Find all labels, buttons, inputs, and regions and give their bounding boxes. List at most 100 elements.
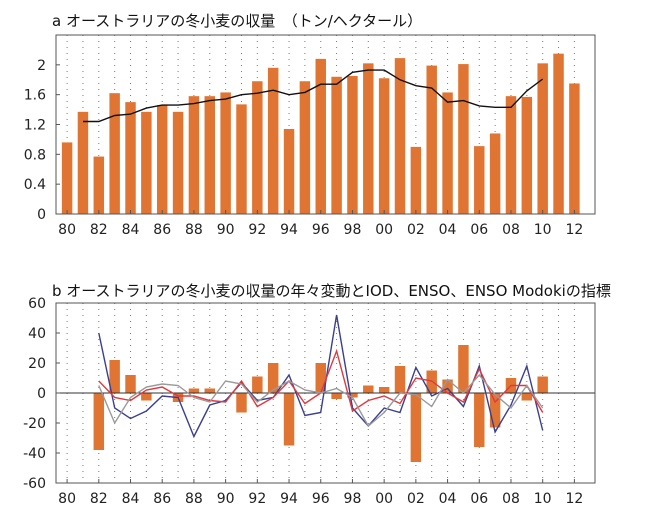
- b-xtick-label: 00: [375, 491, 393, 507]
- b-ytick-label: 40: [28, 326, 46, 342]
- b-bar: [267, 363, 279, 393]
- b-xtick-label: 10: [534, 491, 552, 507]
- b-xtick-label: 06: [470, 491, 488, 507]
- b-bar: [378, 387, 390, 393]
- a-xtick-label: 82: [90, 222, 108, 238]
- b-bar: [204, 388, 216, 393]
- a-bar: [331, 76, 342, 215]
- b-xtick-label: 08: [502, 491, 520, 507]
- a-bar: [378, 78, 390, 214]
- a-bar: [442, 92, 453, 214]
- a-ytick-label: 0.4: [24, 177, 46, 193]
- b-bar: [141, 393, 152, 401]
- b-bar: [458, 345, 469, 393]
- b-bar: [109, 360, 120, 393]
- b-xtick-label: 94: [280, 491, 298, 507]
- b-bar: [521, 393, 533, 401]
- a-xtick-label: 86: [153, 222, 171, 238]
- b-bar: [188, 388, 200, 393]
- b-bar: [442, 379, 453, 393]
- a-bar: [236, 104, 247, 214]
- a-ytick-label: 1.6: [24, 88, 46, 104]
- a-xtick-label: 84: [122, 222, 140, 238]
- a-xtick-label: 88: [185, 222, 203, 238]
- b-bar: [489, 393, 501, 428]
- a-bar: [220, 92, 231, 214]
- a-xtick-label: 06: [470, 222, 488, 238]
- b-bar: [315, 363, 326, 393]
- panel-a-chart: 0 0.4 0.8 1.2 1.6 2 80 82 84 86 88 90 92 94 96 98 00 02 04…: [24, 34, 596, 238]
- b-ytick-label: -60: [23, 476, 46, 492]
- a-bar: [505, 96, 517, 214]
- a-bar: [537, 63, 548, 214]
- a-ytick-label: 1.2: [24, 118, 46, 134]
- panel-b-chart: 60 40 20 0 -20 -40 -60 80 82 84 86 88 90 92 94 96 98 00 02…: [23, 296, 596, 507]
- b-bar: [537, 376, 548, 393]
- a-bar: [489, 133, 501, 214]
- a-bar: [204, 96, 216, 214]
- a-xtick-label: 96: [312, 222, 330, 238]
- b-xtick-label: 88: [185, 491, 203, 507]
- a-bar: [521, 96, 533, 214]
- a-xtick-label: 02: [407, 222, 425, 238]
- a-ytick-label: 0: [37, 207, 46, 223]
- b-bar: [125, 375, 136, 393]
- a-bar: [394, 58, 406, 214]
- a-xtick-label: 90: [217, 222, 235, 238]
- a-bar: [569, 83, 580, 215]
- a-ytick-label: 0.8: [24, 147, 46, 163]
- a-bar: [347, 76, 358, 214]
- b-xtick-label: 12: [565, 491, 583, 507]
- a-xtick-label: 92: [248, 222, 266, 238]
- b-bar: [363, 385, 374, 393]
- a-bar: [252, 81, 263, 214]
- a-xtick-label: 80: [58, 222, 76, 238]
- b-ytick-label: 20: [28, 356, 46, 372]
- b-xtick-label: 04: [439, 491, 457, 507]
- b-ytick-label: 0: [37, 386, 46, 402]
- a-bar: [109, 93, 120, 214]
- a-bar: [426, 65, 437, 215]
- b-xtick-label: 96: [312, 491, 330, 507]
- a-bar: [283, 128, 295, 214]
- a-xtick-label: 04: [439, 222, 457, 238]
- a-bar: [156, 105, 168, 214]
- a-bar: [61, 142, 73, 214]
- a-xtick-label: 94: [280, 222, 298, 238]
- a-ytick-label: 2: [37, 58, 46, 74]
- b-xtick-label: 84: [122, 491, 140, 507]
- b-ytick-label: -40: [23, 446, 46, 462]
- a-bar: [410, 146, 422, 214]
- a-bar: [458, 64, 469, 215]
- b-bar: [331, 393, 342, 399]
- a-xtick-label: 12: [565, 222, 583, 238]
- a-bar: [553, 53, 564, 215]
- a-bar: [315, 58, 326, 214]
- a-bar: [125, 102, 136, 214]
- a-bar: [141, 111, 152, 214]
- a-bar: [267, 67, 279, 214]
- b-line-2: [98, 373, 544, 428]
- a-xtick-label: 08: [502, 222, 520, 238]
- panel-a-title: a オーストラリアの冬小麦の収量 （トン/ヘクタール）: [52, 12, 423, 30]
- a-xtick-label: 98: [344, 222, 362, 238]
- b-xtick-label: 86: [153, 491, 171, 507]
- a-bar: [188, 96, 200, 214]
- b-xtick-label: 90: [217, 491, 235, 507]
- panel-b-title: b オーストラリアの冬小麦の収量の年々変動とIOD、ENSO、ENSO Modo…: [52, 282, 611, 300]
- b-bar: [394, 366, 406, 393]
- b-bar: [93, 393, 105, 450]
- a-xtick-label: 00: [375, 222, 393, 238]
- b-bar: [236, 393, 247, 413]
- a-bar: [363, 63, 374, 214]
- b-xtick-label: 82: [90, 491, 108, 507]
- b-xtick-label: 98: [344, 491, 362, 507]
- b-bar: [410, 393, 422, 462]
- b-bar: [474, 393, 485, 447]
- a-bar: [93, 156, 105, 214]
- a-line-0: [83, 69, 544, 123]
- a-bar: [172, 111, 184, 214]
- b-bar: [283, 393, 295, 446]
- b-xtick-label: 92: [248, 491, 266, 507]
- a-xtick-label: 10: [534, 222, 552, 238]
